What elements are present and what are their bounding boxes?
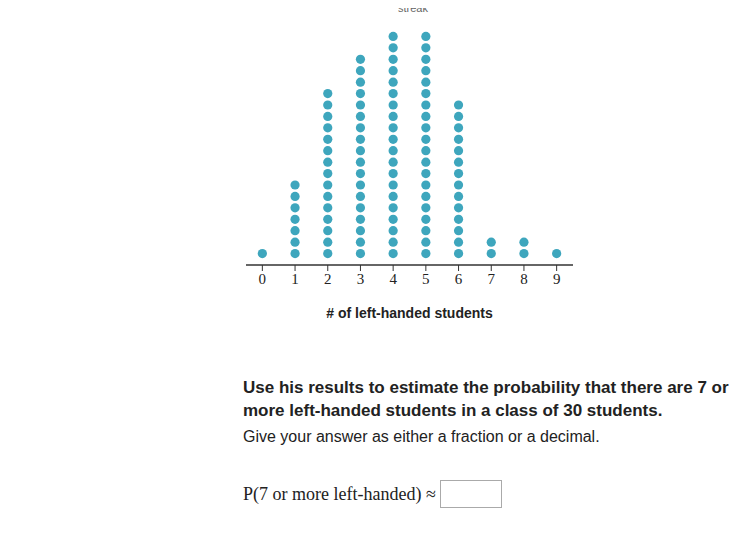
svg-text:8: 8 <box>520 271 528 287</box>
svg-text:1: 1 <box>291 271 299 287</box>
svg-text:6: 6 <box>455 271 463 287</box>
svg-text:4: 4 <box>389 271 397 287</box>
svg-text:0: 0 <box>259 271 267 287</box>
svg-text:9: 9 <box>553 271 561 287</box>
svg-text:7: 7 <box>488 271 496 287</box>
html-text:P(7 or more left-handed) ≈: P(7 or more left-handed) ≈ <box>243 483 436 504</box>
svg-text:3: 3 <box>357 271 365 287</box>
svg-text:# of left-handed students: # of left-handed students <box>326 305 493 321</box>
html-text:Give your answer as either a f: Give your answer as either a fraction or… <box>243 428 600 445</box>
svg-text:5: 5 <box>422 271 430 287</box>
svg-text:2: 2 <box>324 271 332 287</box>
html-text:Use his results to estimate th: Use his results to estimate the probabil… <box>243 378 729 420</box>
